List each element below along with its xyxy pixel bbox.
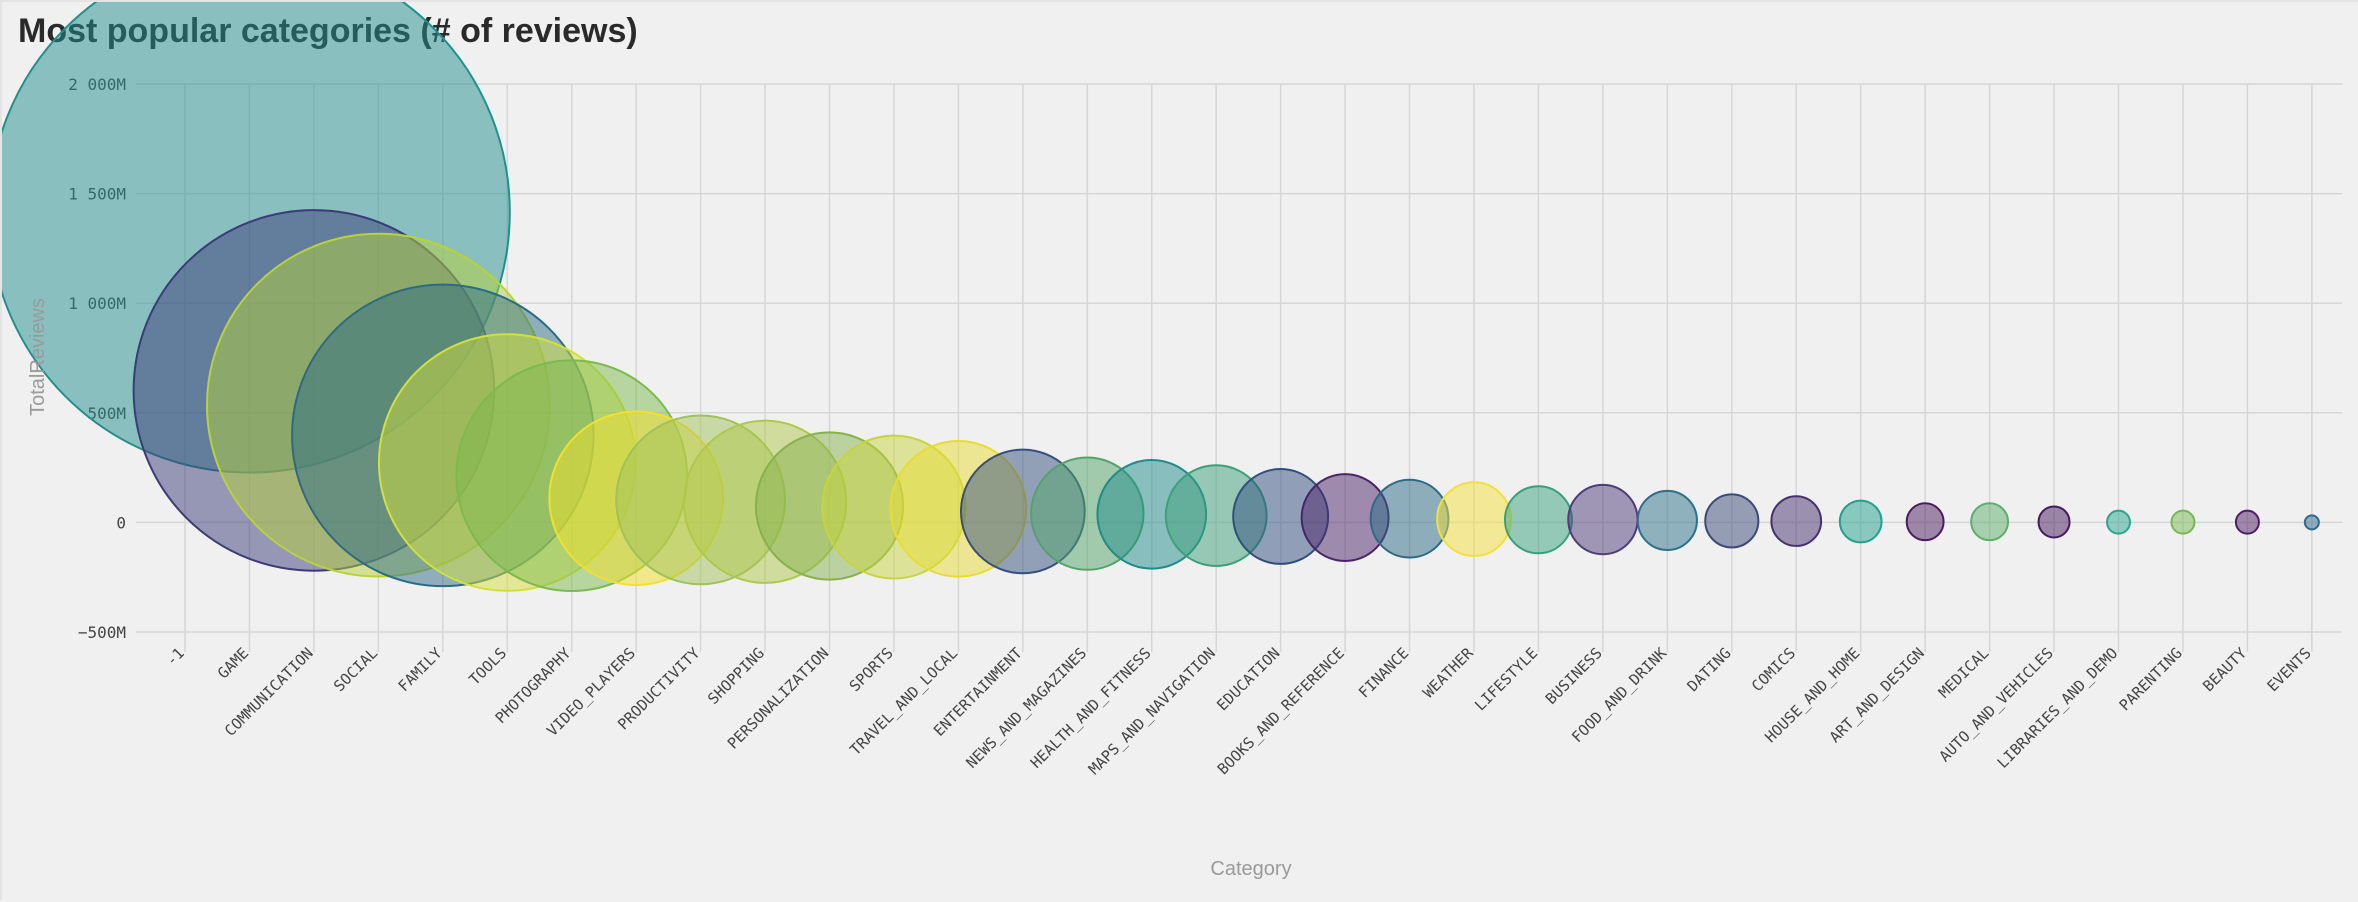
x-tick-label: PARENTING xyxy=(2116,644,2186,714)
x-tick-label: NEWS_AND_MAGAZINES xyxy=(962,644,1090,772)
bubble-lifestyle xyxy=(1503,485,1573,555)
x-tick-label: HEALTH_AND_FITNESS xyxy=(1027,644,1155,772)
y-tick-label: 0 xyxy=(116,513,126,532)
bubble-parenting xyxy=(2170,509,2196,535)
x-tick-label: GAME xyxy=(214,644,252,682)
x-tick-label: DATING xyxy=(1684,644,1735,695)
x-tick-label: FAMILY xyxy=(395,644,446,695)
x-tick-label: AUTO_AND_VEHICLES xyxy=(1936,644,2057,765)
x-tick-label: TOOLS xyxy=(465,644,510,689)
x-tick-label: -1 xyxy=(162,644,188,670)
x-tick-label: SPORTS xyxy=(846,644,897,695)
x-tick-label: BOOKS_AND_REFERENCE xyxy=(1214,644,1348,778)
x-tick-label: COMICS xyxy=(1748,644,1799,695)
y-tick-label: −500M xyxy=(78,623,126,642)
bubble-events xyxy=(2303,514,2320,531)
x-tick-label: SHOPPING xyxy=(704,644,768,708)
y-axis-label: TotalReviews xyxy=(27,298,49,416)
bubble-medical xyxy=(1970,502,2010,542)
x-tick-label: BUSINESS xyxy=(1542,644,1606,708)
bubble-food_and_drink xyxy=(1636,489,1698,552)
x-tick-label: LIFESTYLE xyxy=(1471,644,1541,714)
bubble-business xyxy=(1567,483,1639,556)
x-tick-label: TRAVEL_AND_LOCAL xyxy=(846,644,961,759)
x-tick-label: LIBRARIES_AND_DEMO xyxy=(1994,644,2122,772)
x-tick-label: EVENTS xyxy=(2264,644,2315,695)
x-tick-label: WEATHER xyxy=(1419,643,1477,701)
bubble-dating xyxy=(1704,493,1760,549)
bubble-weather xyxy=(1436,481,1512,557)
bubble-auto_and_vehicles xyxy=(2037,505,2071,539)
bubble-beauty xyxy=(2234,509,2260,535)
x-axis-label: Category xyxy=(1210,858,1291,880)
bubble-comics xyxy=(1770,495,1823,547)
x-tick-label: FINANCE xyxy=(1355,644,1412,701)
x-tick-label: EDUCATION xyxy=(1213,644,1283,714)
x-tick-label: SOCIAL xyxy=(330,644,381,695)
bubble-layer xyxy=(2,2,2320,593)
x-tick-label: BEAUTY xyxy=(2199,644,2250,695)
bubble-libraries_and_demo xyxy=(2106,509,2131,535)
x-tick-label: MAPS_AND_NAVIGATION xyxy=(1085,644,1219,778)
bubble-house_and_home xyxy=(1838,499,1883,544)
bubble-art_and_design xyxy=(1905,502,1945,542)
x-tick-label: MEDICAL xyxy=(1935,644,1992,701)
